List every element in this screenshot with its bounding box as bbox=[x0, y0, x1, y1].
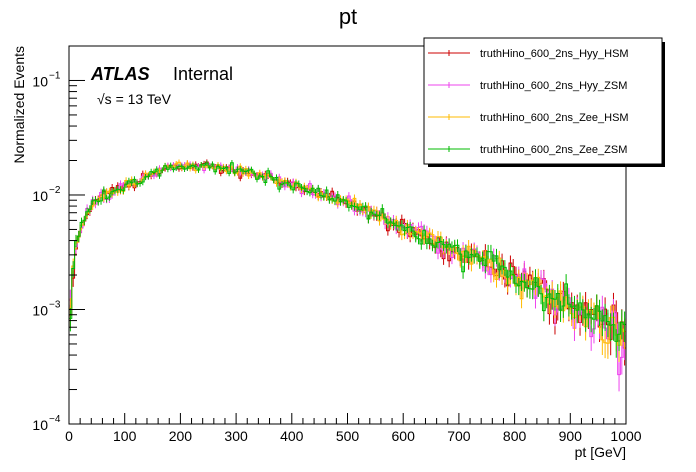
legend-label: truthHino_600_2ns_Zee_HSM bbox=[480, 112, 629, 124]
chart-title: pt bbox=[339, 4, 357, 29]
legend-entry: truthHino_600_2ns_Zee_ZSM bbox=[428, 144, 627, 156]
series-line bbox=[69, 163, 626, 376]
series-errorbars bbox=[69, 160, 626, 358]
legend-entry: truthHino_600_2ns_Hyy_HSM bbox=[428, 48, 629, 60]
series-line bbox=[69, 161, 626, 346]
x-tick-label: 200 bbox=[169, 428, 193, 444]
x-axis: 0 100 200 300 400 500 600 700 800 900 1000 bbox=[65, 413, 642, 444]
x-tick-label: 500 bbox=[336, 428, 360, 444]
y-axis: 10−110−210−310−4 bbox=[32, 45, 85, 433]
x-tick-label: 400 bbox=[280, 428, 304, 444]
x-tick-label: 800 bbox=[503, 428, 527, 444]
series-layer bbox=[69, 159, 626, 392]
x-tick-label: 900 bbox=[559, 428, 583, 444]
energy-label: √s = 13 TeV bbox=[97, 91, 172, 107]
series-line bbox=[69, 162, 626, 342]
y-tick-exponent: −3 bbox=[49, 299, 61, 310]
y-tick-exponent: −2 bbox=[49, 185, 61, 196]
y-tick-label: 10 bbox=[32, 188, 48, 204]
legend-label: truthHino_600_2ns_Zee_ZSM bbox=[480, 144, 627, 156]
series-errorbars bbox=[69, 159, 626, 366]
x-tick-label: 300 bbox=[224, 428, 248, 444]
atlas-label: ATLAS bbox=[90, 64, 150, 84]
legend-shadow-bottom bbox=[428, 164, 665, 167]
legend-shadow-right bbox=[662, 42, 665, 167]
x-tick-label: 1000 bbox=[610, 428, 641, 444]
series-truthHino_600_2ns_Hyy_HSM bbox=[69, 159, 626, 366]
internal-label: Internal bbox=[173, 64, 233, 84]
legend-entry: truthHino_600_2ns_Zee_HSM bbox=[428, 112, 629, 124]
legend-label: truthHino_600_2ns_Hyy_ZSM bbox=[480, 80, 627, 92]
legend: truthHino_600_2ns_Hyy_HSM truthHino_600_2… bbox=[423, 37, 665, 167]
y-tick-exponent: −4 bbox=[49, 414, 61, 425]
series-truthHino_600_2ns_Zee_HSM bbox=[69, 159, 626, 363]
y-axis-label: Normalized Events bbox=[11, 46, 27, 164]
series-line bbox=[69, 161, 626, 349]
y-tick-exponent: −1 bbox=[49, 70, 61, 81]
x-axis-label: pt [GeV] bbox=[575, 444, 626, 460]
x-tick-label: 100 bbox=[113, 428, 137, 444]
x-tick-label: 600 bbox=[392, 428, 416, 444]
y-tick-label: 10 bbox=[32, 73, 48, 89]
series-truthHino_600_2ns_Hyy_ZSM bbox=[69, 161, 626, 392]
y-tick-label: 10 bbox=[32, 302, 48, 318]
series-errorbars bbox=[69, 159, 626, 363]
legend-box bbox=[423, 37, 663, 165]
x-tick-label: 0 bbox=[65, 428, 73, 444]
x-tick-label: 700 bbox=[447, 428, 471, 444]
y-tick-label: 10 bbox=[32, 417, 48, 433]
legend-label: truthHino_600_2ns_Hyy_HSM bbox=[480, 48, 629, 60]
series-truthHino_600_2ns_Zee_ZSM bbox=[69, 160, 626, 358]
legend-entry: truthHino_600_2ns_Hyy_ZSM bbox=[428, 80, 627, 92]
